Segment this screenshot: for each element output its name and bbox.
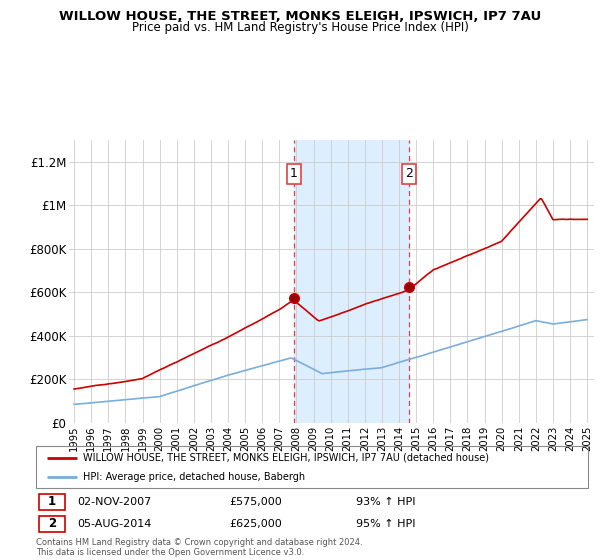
Text: £625,000: £625,000	[229, 519, 282, 529]
Text: 2: 2	[48, 517, 56, 530]
Text: 05-AUG-2014: 05-AUG-2014	[77, 519, 152, 529]
Text: WILLOW HOUSE, THE STREET, MONKS ELEIGH, IPSWICH, IP7 7AU: WILLOW HOUSE, THE STREET, MONKS ELEIGH, …	[59, 10, 541, 23]
Text: WILLOW HOUSE, THE STREET, MONKS ELEIGH, IPSWICH, IP7 7AU (detached house): WILLOW HOUSE, THE STREET, MONKS ELEIGH, …	[83, 452, 489, 463]
Text: 1: 1	[48, 495, 56, 508]
Text: 2: 2	[405, 167, 413, 180]
Text: Price paid vs. HM Land Registry's House Price Index (HPI): Price paid vs. HM Land Registry's House …	[131, 21, 469, 34]
FancyBboxPatch shape	[39, 494, 65, 510]
Text: 93% ↑ HPI: 93% ↑ HPI	[356, 497, 416, 507]
Text: £575,000: £575,000	[229, 497, 282, 507]
Text: 95% ↑ HPI: 95% ↑ HPI	[356, 519, 416, 529]
Text: Contains HM Land Registry data © Crown copyright and database right 2024.
This d: Contains HM Land Registry data © Crown c…	[36, 538, 362, 557]
FancyBboxPatch shape	[39, 516, 65, 532]
Text: 02-NOV-2007: 02-NOV-2007	[77, 497, 152, 507]
Bar	[293, 140, 409, 423]
Text: HPI: Average price, detached house, Babergh: HPI: Average price, detached house, Babe…	[83, 472, 305, 482]
Text: 1: 1	[290, 167, 298, 180]
